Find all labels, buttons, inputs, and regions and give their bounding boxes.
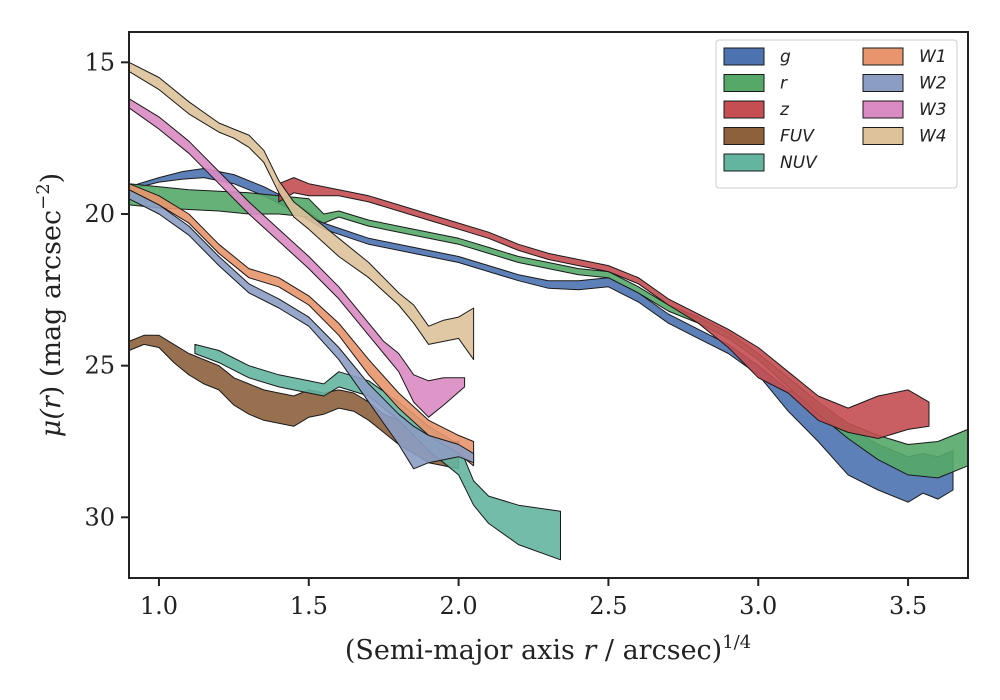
y-tick-label: 20 [84,200,115,228]
plot-frame [128,31,969,579]
legend-label: r [780,74,788,94]
x-tick-label: 1.5 [290,592,328,620]
legend-swatch [862,47,904,66]
x-tick-label: 2.0 [440,592,478,620]
series-band-r [128,183,969,479]
legend-swatch [723,74,765,92]
series-band-nuv [194,343,561,561]
legend-label: g [780,47,791,67]
legend-label: FUV [780,127,815,147]
y-tick-label: 25 [84,352,115,380]
legend-label: W1 [919,47,947,67]
legend-label: W3 [919,100,947,120]
legend-swatch [862,127,904,145]
series-band-g [128,168,954,503]
series-band-w2 [128,189,475,470]
ticks-layer: 1.0 1.5 2.0 2.5 3.0 3.5 15 20 25 30 [84,48,927,620]
series-band-w1 [128,183,475,467]
legend-label: W2 [919,74,947,94]
y-tick-label: 30 [84,503,115,531]
x-tick-label: 1.0 [140,592,178,620]
legend: grz FUV NUV W1 W2 W3 W4 [715,39,958,189]
legend-swatch [723,127,765,145]
legend-label: z [779,100,790,120]
y-tick-label: 15 [84,48,115,76]
series-layer [128,61,969,561]
x-tick-label: 2.5 [589,592,627,620]
legend-swatch [723,100,765,119]
y-axis-label: μ(r) (mag arcsec−2) [33,173,67,437]
series-band-w4 [128,61,475,361]
legend-swatch [723,153,765,172]
legend-label: W4 [919,127,947,147]
legend-swatch [862,100,904,119]
legend-swatch [723,47,765,66]
x-axis-label: (Semi-major axis r / arcsec)1/4 [345,632,751,666]
legend-label: NUV [780,153,818,173]
x-tick-label: 3.5 [889,592,927,620]
x-tick-label: 3.0 [739,592,777,620]
series-band-z [278,177,930,439]
legend-items: grz FUV NUV W1 W2 W3 W4 [723,47,947,173]
legend-swatch [862,74,904,92]
series-band-w3 [128,98,466,418]
